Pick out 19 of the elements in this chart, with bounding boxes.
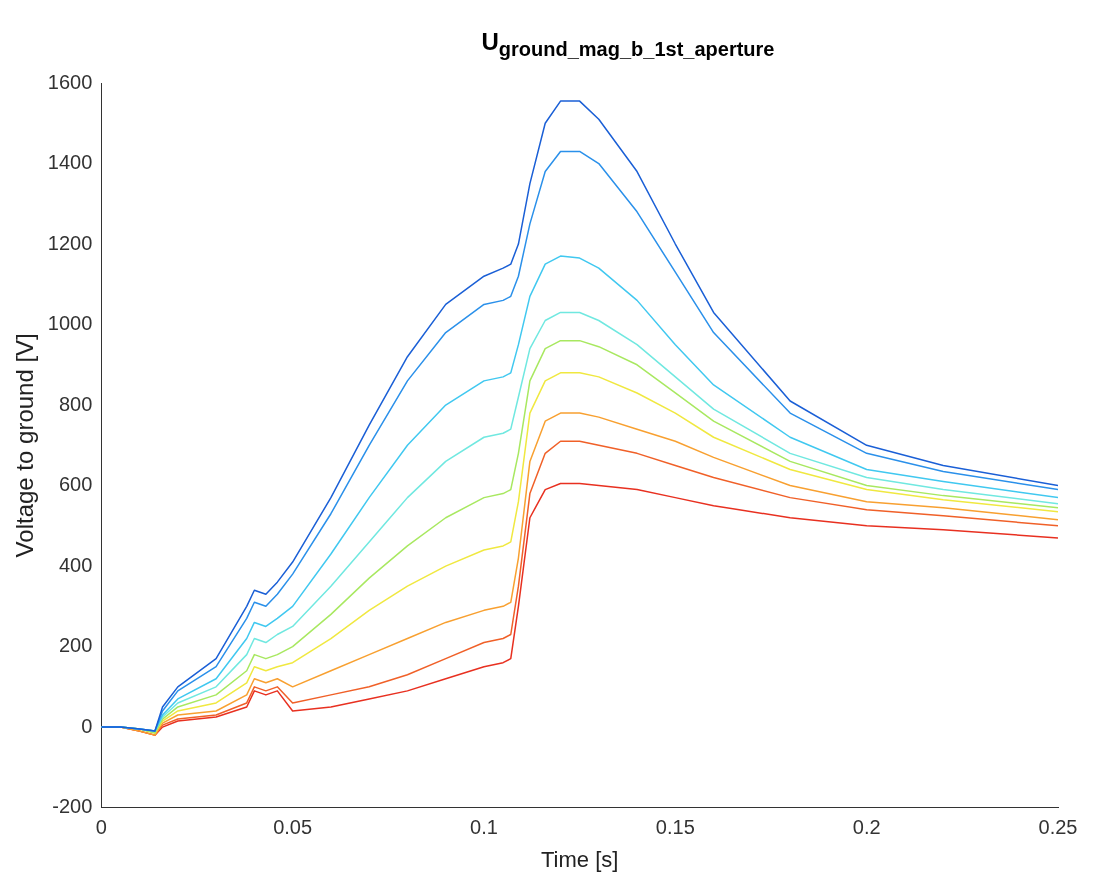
y-tick-label: 0 — [81, 714, 93, 737]
chart-title: U$_{ground_mag_b_1st_aperture}$ — [480, 27, 776, 62]
y-tick-label: 1000 — [47, 312, 93, 335]
y-tick-label: 200 — [58, 634, 93, 657]
y-axis-title: Voltage to ground [V] — [11, 333, 39, 558]
y-tick-label: 600 — [58, 473, 93, 496]
x-tick-label: 0 — [95, 816, 107, 839]
y-tick-label: 1200 — [47, 231, 93, 254]
x-tick-label: 0.15 — [655, 816, 695, 839]
y-tick-label: -200 — [52, 795, 93, 818]
y-tick-label: 400 — [58, 553, 93, 576]
x-tick-label: 0.1 — [470, 816, 498, 839]
y-tick-label: 1600 — [47, 70, 93, 93]
x-tick-label: 0.2 — [852, 816, 881, 839]
x-axis-title: Time [s] — [540, 846, 619, 872]
y-tick-label: 800 — [58, 392, 93, 415]
x-tick-label: 0.25 — [1038, 816, 1078, 839]
x-tick-label: 0.05 — [273, 816, 313, 839]
y-tick-label: 1400 — [47, 151, 93, 174]
